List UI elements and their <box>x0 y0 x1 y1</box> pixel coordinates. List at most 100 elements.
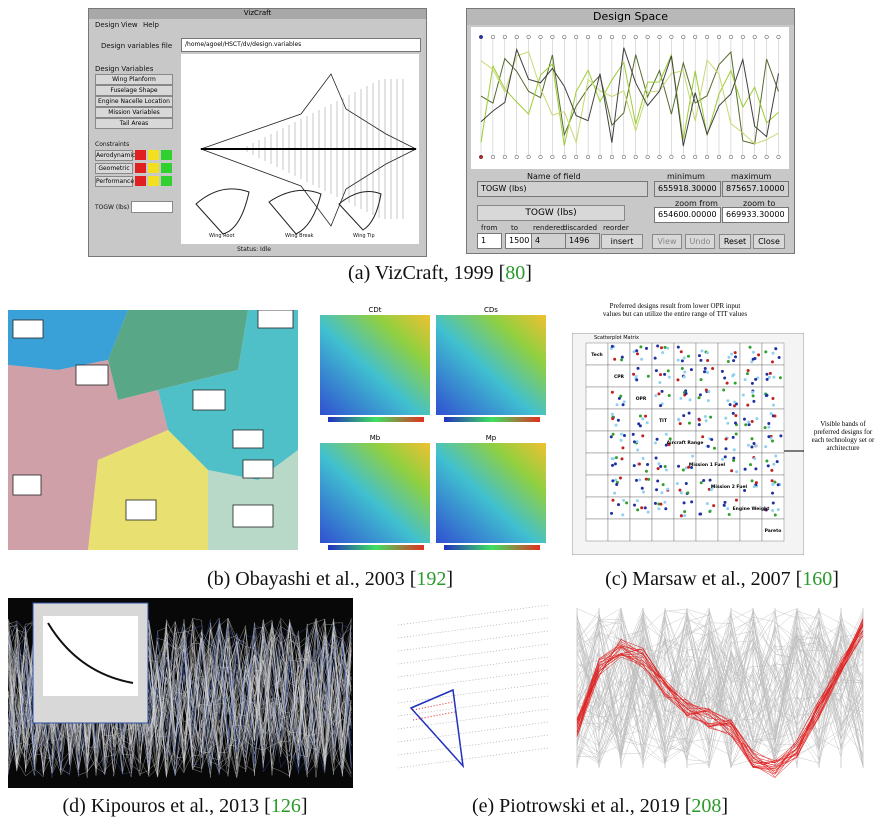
point <box>691 455 694 458</box>
point <box>754 357 757 360</box>
point <box>680 350 683 353</box>
point <box>700 378 703 381</box>
button[interactable]: Tail Areas <box>95 118 173 129</box>
citation[interactable]: 160 <box>802 568 832 590</box>
point <box>773 414 776 417</box>
point <box>641 417 644 420</box>
caption: (e) Piotrowski et al., 2019 [208] <box>472 795 728 818</box>
button[interactable]: Performance <box>95 176 133 187</box>
point <box>660 346 663 349</box>
point <box>774 514 777 517</box>
citation[interactable]: 80 <box>505 262 525 284</box>
point <box>620 358 623 361</box>
point <box>744 468 747 471</box>
design-space-window: Design Space Name of field minimum maxim… <box>466 8 795 254</box>
point <box>638 478 641 481</box>
point <box>685 392 688 395</box>
point <box>777 508 780 511</box>
point <box>659 503 662 506</box>
cell <box>608 431 630 453</box>
point <box>617 503 620 506</box>
point <box>614 424 617 427</box>
point <box>771 479 774 482</box>
point <box>700 349 703 352</box>
cell <box>740 431 762 453</box>
section-label: Wing Root <box>209 233 234 239</box>
axis-end <box>693 155 697 159</box>
axis-end <box>527 35 531 39</box>
point <box>682 468 685 471</box>
cell <box>586 409 608 431</box>
axis-end <box>586 155 590 159</box>
point <box>642 490 645 493</box>
point <box>750 360 753 363</box>
axis-end <box>753 155 757 159</box>
togw-field <box>131 201 173 213</box>
point <box>641 434 644 437</box>
button[interactable]: Undo <box>685 234 715 249</box>
point <box>732 412 735 415</box>
axis-end <box>551 35 555 39</box>
point <box>663 501 666 504</box>
point <box>657 462 660 465</box>
point <box>735 470 738 473</box>
point <box>657 507 660 510</box>
point <box>645 347 648 350</box>
zoom-from[interactable]: 654600.00000 <box>654 207 721 223</box>
point <box>706 351 709 354</box>
citation[interactable]: 192 <box>416 568 446 590</box>
cell <box>652 365 674 387</box>
point <box>659 373 662 376</box>
point <box>699 512 702 515</box>
point <box>666 488 669 491</box>
menu-item[interactable]: View <box>121 21 138 29</box>
citation[interactable]: 208 <box>691 795 721 817</box>
axis-end <box>658 35 662 39</box>
button[interactable]: Close <box>753 234 785 249</box>
point <box>683 356 686 359</box>
from-input[interactable]: 1 <box>477 233 502 249</box>
button[interactable]: Reset <box>719 234 751 249</box>
point <box>688 422 691 425</box>
point <box>701 435 704 438</box>
button[interactable]: Aerodynamic <box>95 150 133 161</box>
point <box>683 371 686 374</box>
point <box>646 421 649 424</box>
reorder-select[interactable]: insert <box>601 234 643 249</box>
point <box>640 506 643 509</box>
file-input[interactable]: /home/agoel/HSCT/dv/design.variables <box>181 38 421 52</box>
point <box>615 456 618 459</box>
point <box>766 378 769 381</box>
to-input[interactable]: 1500 <box>505 233 532 249</box>
field-select[interactable]: TOGW (lbs) <box>477 205 625 221</box>
cell <box>652 453 674 475</box>
menu-item[interactable]: Help <box>143 21 159 29</box>
point <box>765 459 768 462</box>
point <box>620 439 623 442</box>
point <box>698 354 701 357</box>
point <box>753 457 756 460</box>
point <box>611 479 614 482</box>
axis-end <box>777 35 781 39</box>
point <box>610 435 613 438</box>
cell <box>718 409 740 431</box>
button[interactable]: Wing Planform <box>95 74 173 85</box>
button[interactable]: Engine Nacelle Location <box>95 96 173 107</box>
menu-item[interactable]: Design <box>95 21 119 29</box>
plot-title: Mp <box>486 434 497 442</box>
point <box>665 433 668 436</box>
caption-text: ] <box>446 568 453 590</box>
point <box>655 456 658 459</box>
point <box>666 347 669 350</box>
button[interactable]: Fuselage Shape <box>95 85 173 96</box>
axis-end <box>765 155 769 159</box>
button[interactable]: View <box>652 234 682 249</box>
point <box>677 346 680 349</box>
caption-text: ] <box>832 568 839 590</box>
citation[interactable]: 126 <box>271 795 301 817</box>
button[interactable]: Geometric <box>95 163 133 174</box>
point <box>668 394 671 397</box>
button[interactable]: Mission Variables <box>95 107 173 118</box>
point <box>708 510 711 513</box>
zoom-to[interactable]: 669933.30000 <box>722 207 789 223</box>
